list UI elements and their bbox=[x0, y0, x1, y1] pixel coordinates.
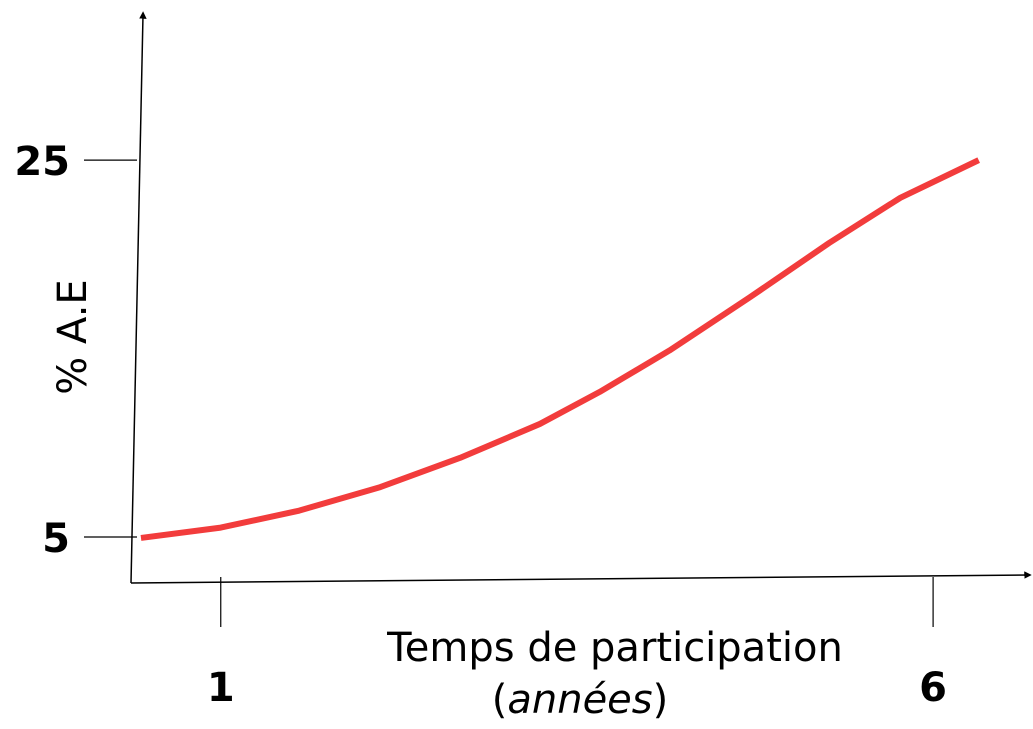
y-tick-label: 25 bbox=[14, 139, 70, 185]
x-tick-label: 6 bbox=[919, 665, 947, 711]
x-tick-label: 1 bbox=[207, 665, 235, 711]
x-axis-unit: (années) bbox=[492, 677, 669, 723]
data-line bbox=[140, 157, 980, 541]
y-tick-label: 5 bbox=[42, 516, 70, 562]
x-axis-label: Temps de participation bbox=[386, 625, 843, 671]
y-axis-label: % A.E bbox=[50, 279, 96, 394]
y-axis bbox=[130, 11, 147, 584]
x-axis bbox=[130, 571, 1032, 584]
